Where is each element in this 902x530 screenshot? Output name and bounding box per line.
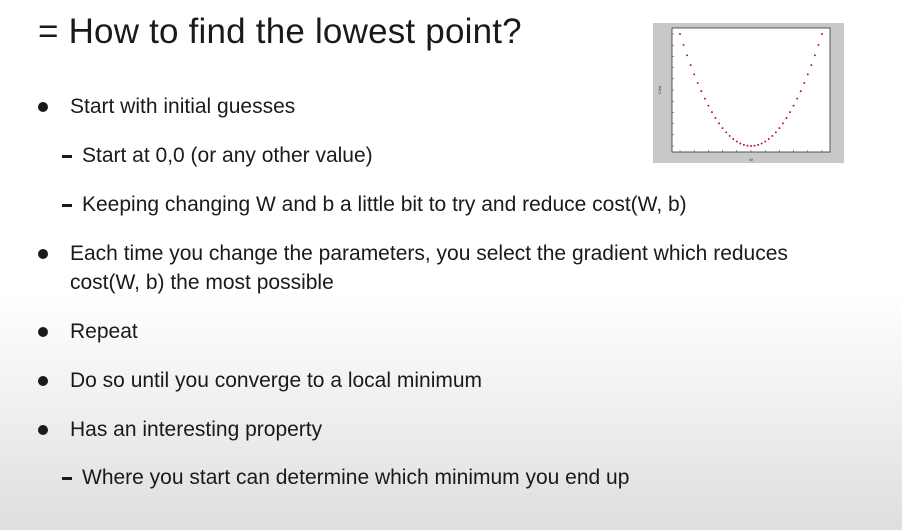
bullet-marker	[38, 249, 48, 259]
data-point	[728, 134, 731, 137]
data-point	[803, 82, 806, 84]
y-axis-label: Cost	[657, 85, 662, 94]
chart-thumbnail: Cost W	[653, 23, 844, 163]
sub-bullet-dash	[62, 204, 72, 207]
data-point	[753, 144, 756, 147]
data-point	[735, 140, 738, 143]
data-point	[778, 127, 781, 130]
bullet-marker	[38, 425, 48, 435]
data-point	[703, 97, 706, 100]
data-point	[817, 43, 820, 46]
data-point	[771, 134, 774, 137]
sub-bullet-item-text: Start at 0,0 (or any other value)	[82, 144, 373, 167]
data-point	[746, 144, 749, 147]
sub-bullet-item-text: Keeping changing W and b a little bit to…	[82, 193, 687, 216]
data-point	[760, 142, 763, 145]
data-point	[757, 143, 760, 146]
bullet-item-text: Has an interesting property	[70, 418, 323, 441]
data-point	[810, 64, 813, 67]
data-point	[700, 90, 703, 93]
data-point	[679, 33, 681, 35]
data-point	[711, 111, 713, 114]
cost-curve-chart: Cost W	[657, 27, 831, 162]
data-point	[689, 64, 692, 67]
sub-bullet-dash	[62, 155, 72, 158]
bullet-item-continuation: cost(W, b) the most possible	[70, 271, 334, 294]
data-point	[789, 111, 791, 114]
data-point	[774, 131, 777, 134]
data-point	[725, 131, 728, 134]
bullet-marker	[38, 327, 48, 337]
bullet-item-text: Start with initial guesses	[70, 95, 296, 118]
data-points	[679, 33, 823, 147]
data-point	[707, 104, 710, 107]
x-axis-label: W	[749, 157, 753, 162]
plot-area	[671, 27, 831, 153]
data-point	[785, 117, 788, 119]
data-point	[764, 140, 767, 143]
data-point	[767, 138, 770, 140]
sub-bullet-item-text: Where you start can determine which mini…	[82, 466, 630, 489]
data-point	[696, 82, 699, 84]
bullet-item-text: Repeat	[70, 320, 138, 343]
data-point	[813, 54, 816, 57]
data-point	[806, 73, 809, 76]
data-point	[782, 122, 784, 125]
data-point	[799, 90, 802, 93]
bullet-item-text: Each time you change the parameters, you…	[70, 242, 788, 265]
data-point	[742, 143, 745, 146]
slide-title: = How to find the lowest point?	[38, 12, 522, 51]
data-point	[821, 33, 823, 35]
data-point	[796, 97, 799, 100]
sub-bullet-dash	[62, 477, 72, 480]
axis-ticks	[672, 33, 823, 152]
data-point	[682, 43, 685, 46]
data-point	[739, 142, 742, 145]
data-point	[792, 104, 795, 107]
data-point	[721, 127, 724, 130]
data-point	[750, 145, 752, 147]
bullet-item-text: Do so until you converge to a local mini…	[70, 369, 483, 392]
data-point	[693, 73, 696, 76]
data-point	[686, 54, 689, 57]
data-point	[718, 122, 720, 125]
data-point	[732, 138, 735, 140]
data-point	[714, 117, 717, 119]
bullet-marker	[38, 376, 48, 386]
bullet-marker	[38, 102, 48, 112]
